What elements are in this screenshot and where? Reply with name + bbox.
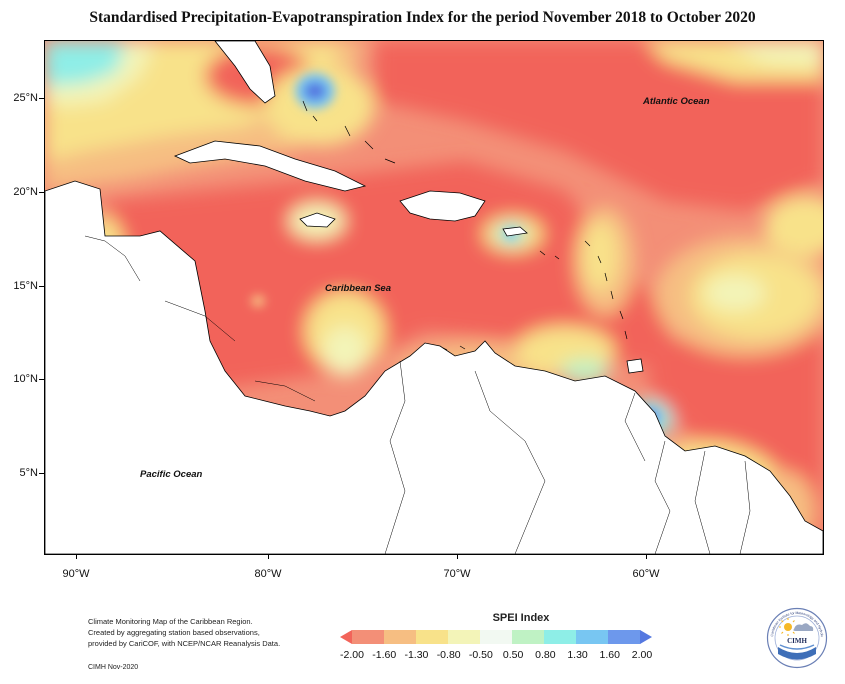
trinidad (626, 358, 644, 374)
puerto-rico (502, 226, 528, 237)
legend-title: SPEI Index (492, 612, 550, 624)
atlantic-ocean-label: Atlantic Ocean (642, 96, 710, 107)
description-line-1: Climate Monitoring Map of the Caribbean … (88, 617, 253, 626)
lon-label-70w: 70°W (443, 568, 471, 580)
spei-map: Atlantic Ocean Caribbean Sea Pacific Oce… (44, 40, 824, 555)
legend-colorbar (340, 630, 652, 644)
legend-tick-label: -1.30 (404, 649, 429, 661)
lon-tick (457, 554, 458, 559)
cimh-logo: CIMH Caribbean Institute for Meteorology… (766, 607, 828, 669)
legend-tick-label: -0.50 (468, 649, 493, 661)
legend-tick-label: -0.80 (436, 649, 461, 661)
map-credit: CIMH Nov-2020 (88, 664, 139, 671)
lon-label-80w: 80°W (254, 568, 282, 580)
lat-label-15n: 15°N (13, 280, 38, 292)
legend-cell (384, 630, 417, 644)
lat-tick (39, 286, 44, 287)
lat-label-25n: 25°N (13, 92, 38, 104)
lon-label-90w: 90°W (62, 568, 90, 580)
map-canvas: Atlantic Ocean Caribbean Sea Pacific Oce… (45, 41, 823, 554)
lat-label-5n: 5°N (19, 467, 38, 479)
hispaniola (399, 190, 486, 222)
legend-cell (352, 630, 385, 644)
legend-cell (480, 630, 513, 644)
lon-tick (268, 554, 269, 559)
caribbean-sea-label: Caribbean Sea (325, 283, 391, 294)
pacific-ocean-label: Pacific Ocean (140, 469, 203, 480)
lon-label-60w: 60°W (632, 568, 660, 580)
legend-tick-label: -2.00 (340, 649, 364, 661)
legend-arrow-high (640, 630, 652, 644)
lat-tick (39, 473, 44, 474)
lon-tick (76, 554, 77, 559)
legend-labels: -2.00 -1.60 -1.30 -0.80 -0.50 0.50 0.80 1.30 1.6… (340, 649, 652, 663)
lat-tick (39, 379, 44, 380)
lat-tick (39, 192, 44, 193)
country-borders (84, 235, 751, 554)
lat-tick (39, 98, 44, 99)
legend-tick-label: -1.60 (372, 649, 397, 661)
logo-text: CIMH (787, 637, 807, 645)
legend-cell (544, 630, 577, 644)
lat-label-20n: 20°N (13, 186, 38, 198)
legend-tick-label: 0.50 (502, 649, 524, 661)
legend-cell (448, 630, 481, 644)
legend-tick-label: 1.60 (599, 649, 620, 661)
legend-cell (512, 630, 545, 644)
lon-tick (646, 554, 647, 559)
legend-tick-label: 2.00 (631, 649, 653, 661)
description-line-2: Created by aggregating station based obs… (88, 628, 260, 637)
description-line-3: provided by CariCOF, with NCEP/NCAR Rean… (88, 639, 281, 648)
small-islands (302, 100, 628, 351)
map-description: Climate Monitoring Map of the Caribbean … (88, 616, 280, 649)
legend-cell (416, 630, 449, 644)
legend-arrow-low (340, 630, 352, 644)
legend-cell (608, 630, 641, 644)
cuba (173, 140, 367, 192)
jamaica (299, 212, 336, 228)
legend-tick-label: 1.30 (567, 649, 588, 661)
lat-label-10n: 10°N (13, 373, 38, 385)
florida (214, 41, 276, 104)
land-masses (45, 41, 823, 554)
central-south-america (45, 180, 823, 554)
legend-cell (576, 630, 609, 644)
legend-tick-label: 0.80 (535, 649, 556, 661)
map-title: Standardised Precipitation-Evapotranspir… (89, 9, 756, 26)
